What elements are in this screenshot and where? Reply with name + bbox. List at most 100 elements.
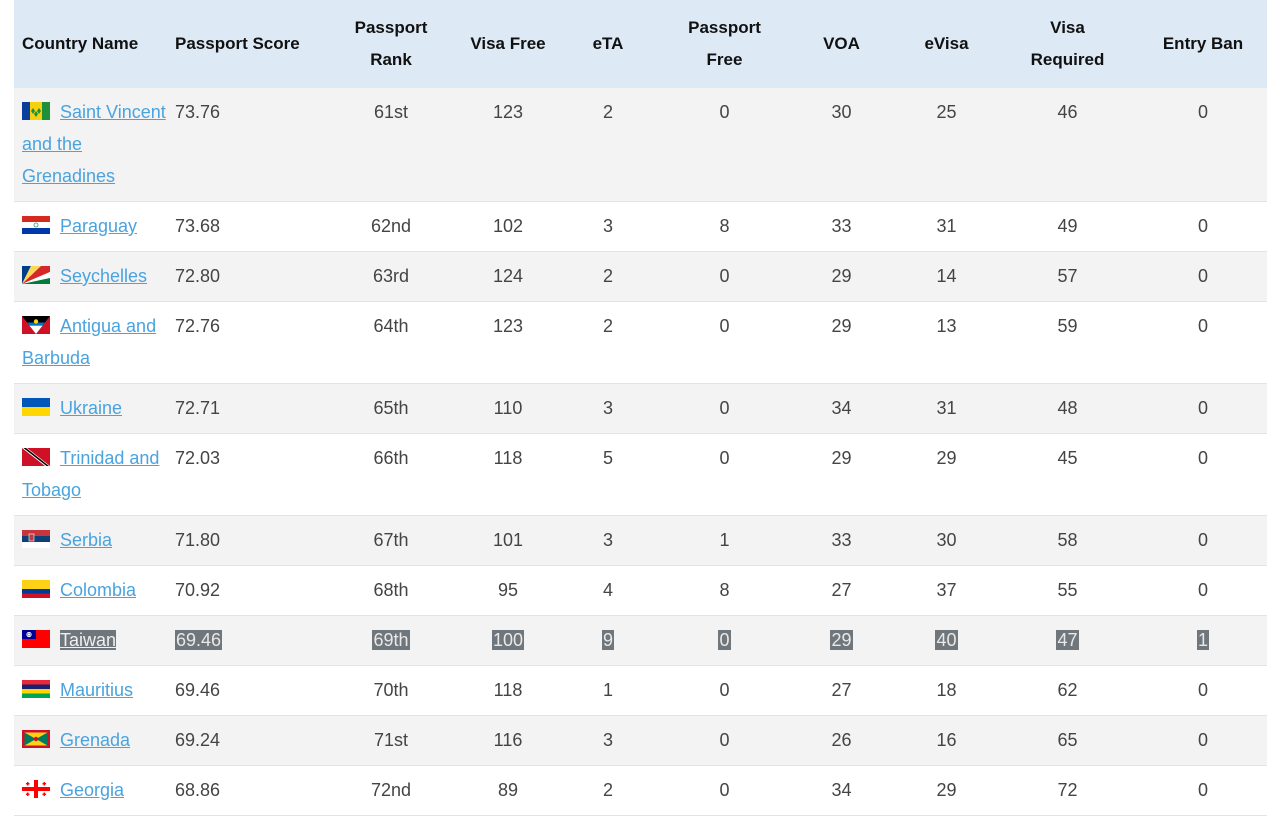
passport-score-value: 72.03	[175, 448, 221, 468]
cell-passport-score: 70.92	[167, 565, 319, 616]
cell-passport-free: 0	[663, 251, 786, 302]
evisa-value: 30	[936, 530, 957, 550]
country-link[interactable]: Saint Vincent and the Grenadines	[22, 102, 166, 186]
cell-voa: 29	[786, 301, 897, 384]
cell-passport-free: 0	[663, 715, 786, 766]
cell-passport-free: 0	[663, 301, 786, 384]
header-evisa[interactable]: eVisa	[897, 0, 996, 88]
cell-eta: 5	[553, 433, 663, 516]
antigua-flag-icon	[22, 316, 50, 334]
visa-required-value: 48	[1057, 398, 1078, 418]
cell-entry-ban: 0	[1139, 665, 1267, 716]
passport-score-value: 72.80	[175, 266, 221, 286]
cell-evisa: 29	[897, 433, 996, 516]
header-passport-score[interactable]: Passport Score	[167, 0, 319, 88]
table-row: Seychelles 72.80 63rd 124 2 0 29 14 57 0	[14, 251, 1267, 302]
voa-value: 29	[831, 448, 852, 468]
cell-evisa: 18	[897, 665, 996, 716]
grenada-flag-icon	[22, 730, 50, 748]
cell-visa-free: 123	[463, 88, 553, 202]
header-passport-rank[interactable]: Passport Rank	[319, 0, 463, 88]
eta-value: 3	[602, 730, 613, 750]
header-passport-free-line2: Free	[706, 50, 743, 69]
cell-country-name: Serbia	[14, 515, 167, 566]
country-link[interactable]: Seychelles	[60, 266, 148, 286]
cell-evisa: 40	[897, 615, 996, 666]
cell-eta: 4	[553, 565, 663, 616]
entry-ban-value: 0	[1197, 730, 1208, 750]
header-entry-ban[interactable]: Entry Ban	[1139, 0, 1267, 88]
country-link[interactable]: Mauritius	[60, 680, 134, 700]
passport-free-value: 0	[719, 780, 730, 800]
country-link[interactable]: Paraguay	[60, 216, 138, 236]
evisa-value: 31	[936, 216, 957, 236]
country-link[interactable]: Georgia	[60, 780, 125, 800]
passport-score-value: 69.24	[175, 730, 221, 750]
cell-evisa: 16	[897, 715, 996, 766]
country-link[interactable]: Taiwan	[60, 630, 117, 650]
cell-voa: 29	[786, 251, 897, 302]
voa-value: 33	[831, 530, 852, 550]
entry-ban-value: 0	[1197, 780, 1208, 800]
entry-ban-value: 0	[1197, 530, 1208, 550]
header-voa[interactable]: VOA	[786, 0, 897, 88]
visa-free-value: 100	[491, 630, 525, 650]
voa-value: 27	[831, 580, 852, 600]
cell-passport-free: 8	[663, 201, 786, 252]
cell-voa: 33	[786, 515, 897, 566]
passport-free-value: 8	[719, 580, 730, 600]
header-visa-required[interactable]: Visa Required	[996, 0, 1139, 88]
passport-rank-value: 61st	[373, 102, 409, 122]
country-link[interactable]: Colombia	[60, 580, 137, 600]
cell-visa-required: 47	[996, 615, 1139, 666]
cell-passport-rank: 68th	[319, 565, 463, 616]
cell-voa: 29	[786, 433, 897, 516]
cell-entry-ban: 0	[1139, 383, 1267, 434]
voa-value: 30	[831, 102, 852, 122]
visa-free-value: 123	[492, 316, 524, 336]
eta-value: 1	[602, 680, 613, 700]
cell-visa-free: 95	[463, 565, 553, 616]
cell-visa-required: 57	[996, 251, 1139, 302]
cell-visa-free: 102	[463, 201, 553, 252]
cell-visa-required: 45	[996, 433, 1139, 516]
header-country-name[interactable]: Country Name	[14, 0, 167, 88]
cell-eta: 2	[553, 251, 663, 302]
cell-passport-free: 0	[663, 765, 786, 816]
cell-evisa: 31	[897, 201, 996, 252]
cell-visa-required: 49	[996, 201, 1139, 252]
cell-evisa: 29	[897, 765, 996, 816]
seychelles-flag-icon	[22, 266, 50, 284]
cell-voa: 26	[786, 715, 897, 766]
cell-visa-free: 110	[463, 383, 553, 434]
country-link[interactable]: Trinidad and Tobago	[22, 448, 160, 500]
passport-score-value: 72.71	[175, 398, 221, 418]
eta-value: 2	[602, 102, 613, 122]
passport-rank-value: 66th	[373, 448, 409, 468]
country-link[interactable]: Antigua and Barbuda	[22, 316, 157, 368]
passport-score-value: 69.46	[175, 680, 221, 700]
visa-free-value: 123	[492, 102, 524, 122]
country-link[interactable]: Grenada	[60, 730, 131, 750]
cell-visa-free: 118	[463, 433, 553, 516]
visa-free-value: 118	[493, 448, 523, 468]
passport-ranking-table-container: Country Name Passport Score Passport Rank…	[14, 0, 1267, 816]
voa-value: 33	[831, 216, 852, 236]
header-eta[interactable]: eTA	[553, 0, 663, 88]
cell-visa-free: 118	[463, 665, 553, 716]
passport-rank-value: 65th	[373, 398, 409, 418]
cell-passport-rank: 62nd	[319, 201, 463, 252]
visa-free-value: 101	[492, 530, 524, 550]
cell-entry-ban: 1	[1139, 615, 1267, 666]
country-link[interactable]: Serbia	[60, 530, 113, 550]
cell-voa: 29	[786, 615, 897, 666]
header-visa-free[interactable]: Visa Free	[463, 0, 553, 88]
visa-required-value: 58	[1057, 530, 1078, 550]
cell-passport-rank: 69th	[319, 615, 463, 666]
passport-free-value: 0	[719, 266, 730, 286]
country-link[interactable]: Ukraine	[60, 398, 123, 418]
header-passport-free[interactable]: Passport Free	[663, 0, 786, 88]
passport-score-value: 71.80	[175, 530, 221, 550]
passport-score-value: 70.92	[175, 580, 221, 600]
evisa-value: 29	[936, 780, 957, 800]
